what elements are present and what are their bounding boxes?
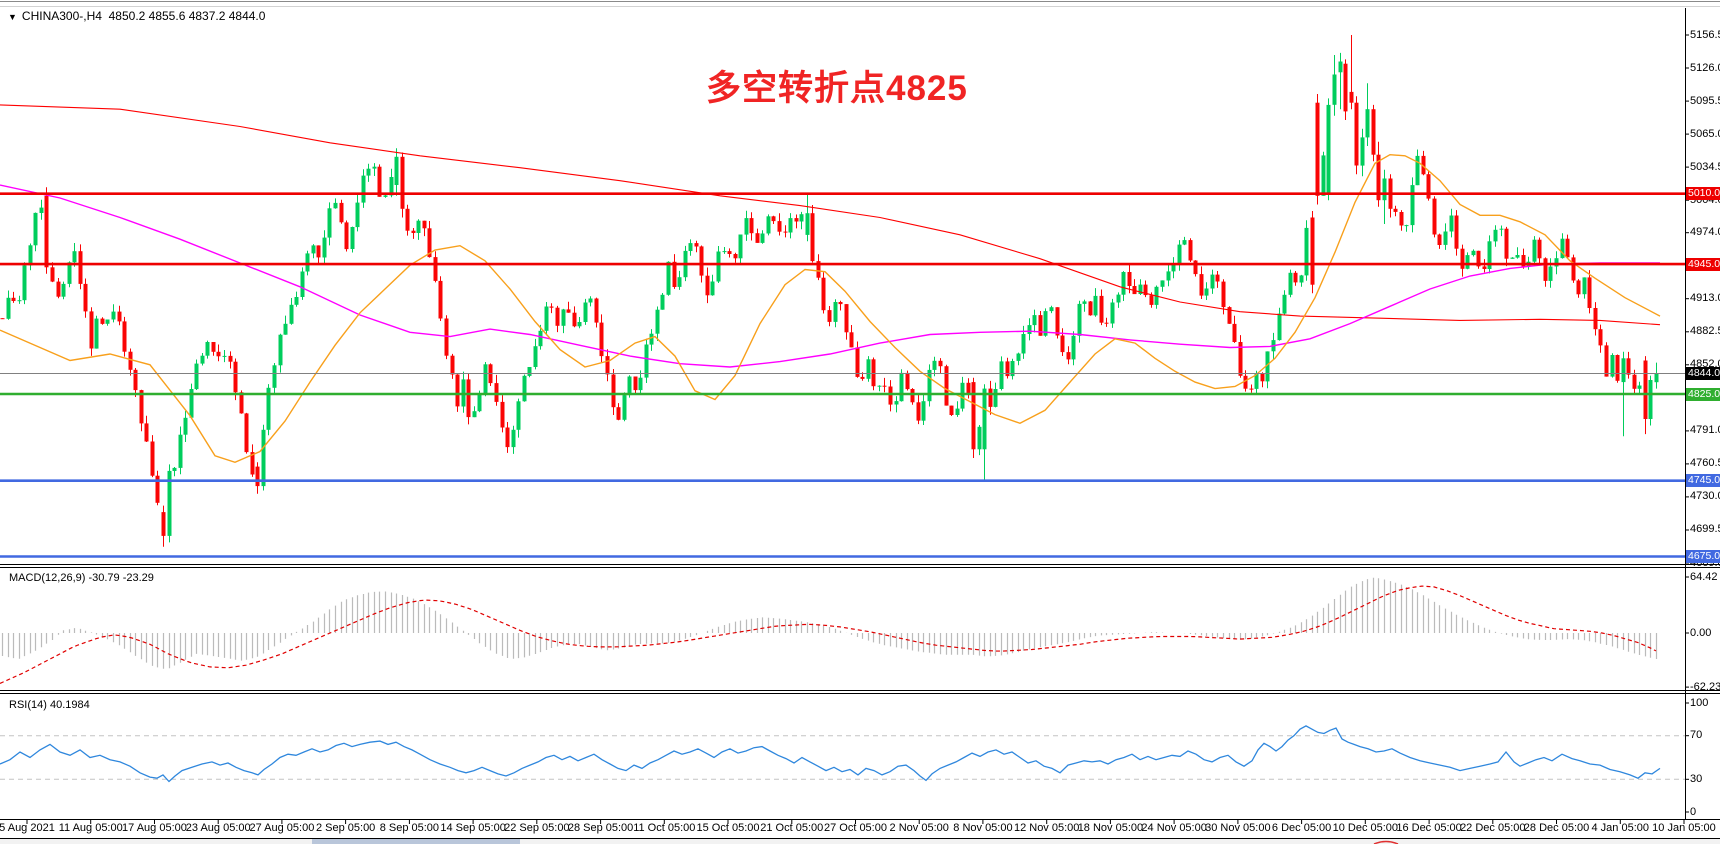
rsi-indicator-label: RSI(14) 40.1984 (9, 699, 90, 711)
macd-tick-label: -62.23 (1690, 680, 1720, 693)
time-tick-label: 4 Jan 05:00 (1591, 822, 1650, 834)
rsi-tick-label: 30 (1690, 772, 1703, 785)
price-tick-label: 5126.0 (1690, 61, 1720, 74)
time-tick-label: 28 Sep 05:00 (567, 822, 634, 834)
price-tick-label: 5065.0 (1690, 127, 1720, 140)
price-tick-label: 4760.5 (1690, 457, 1720, 470)
price-tick-label: 4974.0 (1690, 226, 1720, 239)
macd-tick-label: 0.00 (1690, 626, 1712, 639)
price-tick-label: 4913.0 (1690, 292, 1720, 305)
time-tick-label: 22 Dec 05:00 (1460, 822, 1526, 834)
time-tick-label: 8 Nov 05:00 (953, 822, 1013, 834)
time-tick-label: 16 Dec 05:00 (1396, 822, 1462, 834)
time-tick-label: 21 Oct 05:00 (760, 822, 824, 834)
price-level-label: 4844.0 (1686, 366, 1720, 380)
macd-indicator-label: MACD(12,26,9) -30.79 -23.29 (9, 572, 154, 584)
chart-title: ▼ CHINA300-,H4 4850.2 4855.6 4837.2 4844.… (8, 9, 265, 23)
price-tick-label: 5156.5 (1690, 28, 1720, 41)
rsi-pane[interactable] (0, 694, 1685, 819)
rsi-tick-label: 100 (1690, 696, 1709, 709)
time-tick-label: 2 Nov 05:00 (889, 822, 949, 834)
rsi-tick-label: 0 (1690, 805, 1697, 818)
time-tick-label: 8 Sep 05:00 (379, 822, 440, 834)
price-tick-label: 4699.5 (1690, 523, 1720, 536)
time-tick-label: 30 Nov 05:00 (1205, 822, 1271, 834)
price-tick-label: 4791.0 (1690, 424, 1720, 437)
time-tick-label: 10 Jan 05:00 (1652, 822, 1716, 834)
ohlc-values: 4850.2 4855.6 4837.2 4844.0 (108, 9, 266, 23)
time-tick-label: 24 Nov 05:00 (1141, 822, 1207, 834)
price-level-label: 5010.0 (1686, 187, 1720, 201)
time-tick-label: 10 Dec 05:00 (1332, 822, 1399, 834)
time-tick-label: 6 Dec 05:00 (1271, 822, 1332, 834)
price-level-label: 4825.0 (1686, 387, 1720, 401)
time-tick-label: 27 Oct 05:00 (823, 822, 887, 834)
price-tick-label: 4882.5 (1690, 325, 1720, 338)
collapse-ohlc-icon[interactable]: ▼ (8, 12, 17, 22)
time-tick-label: 2 Sep 05:00 (315, 822, 376, 834)
time-tick-label: 15 Oct 05:00 (696, 822, 760, 834)
macd-tick-label: 64.42 (1690, 570, 1718, 583)
time-tick-label: 5 Aug 2021 (0, 822, 55, 834)
price-level-label: 4945.0 (1686, 257, 1720, 271)
time-tick-label: 11 Oct 05:00 (633, 822, 696, 834)
time-tick-label: 22 Sep 05:00 (504, 822, 570, 834)
chart-text-annotation: 多空转折点4825 (706, 69, 968, 108)
price-level-label: 4675.0 (1686, 550, 1720, 563)
rsi-tick-label: 70 (1690, 729, 1703, 742)
symbol-timeframe: CHINA300-,H4 (21, 9, 102, 23)
macd-pane[interactable] (0, 568, 1685, 690)
time-tick-label: 17 Aug 05:00 (122, 822, 187, 834)
price-tick-label: 4730.0 (1690, 490, 1720, 503)
price-level-label: 4745.0 (1686, 474, 1720, 488)
price-tick-label: 5095.5 (1690, 94, 1720, 107)
price-tick-label: 5034.5 (1690, 160, 1720, 173)
time-tick-label: 28 Dec 05:00 (1523, 822, 1590, 834)
time-tick-label: 23 Aug 05:00 (185, 822, 251, 834)
time-tick-label: 27 Aug 05:00 (249, 822, 315, 834)
time-tick-label: 14 Sep 05:00 (440, 822, 506, 834)
time-tick-label: 11 Aug 05:00 (58, 822, 123, 834)
time-tick-label: 12 Nov 05:00 (1013, 822, 1080, 834)
time-tick-label: 18 Nov 05:00 (1077, 822, 1144, 834)
